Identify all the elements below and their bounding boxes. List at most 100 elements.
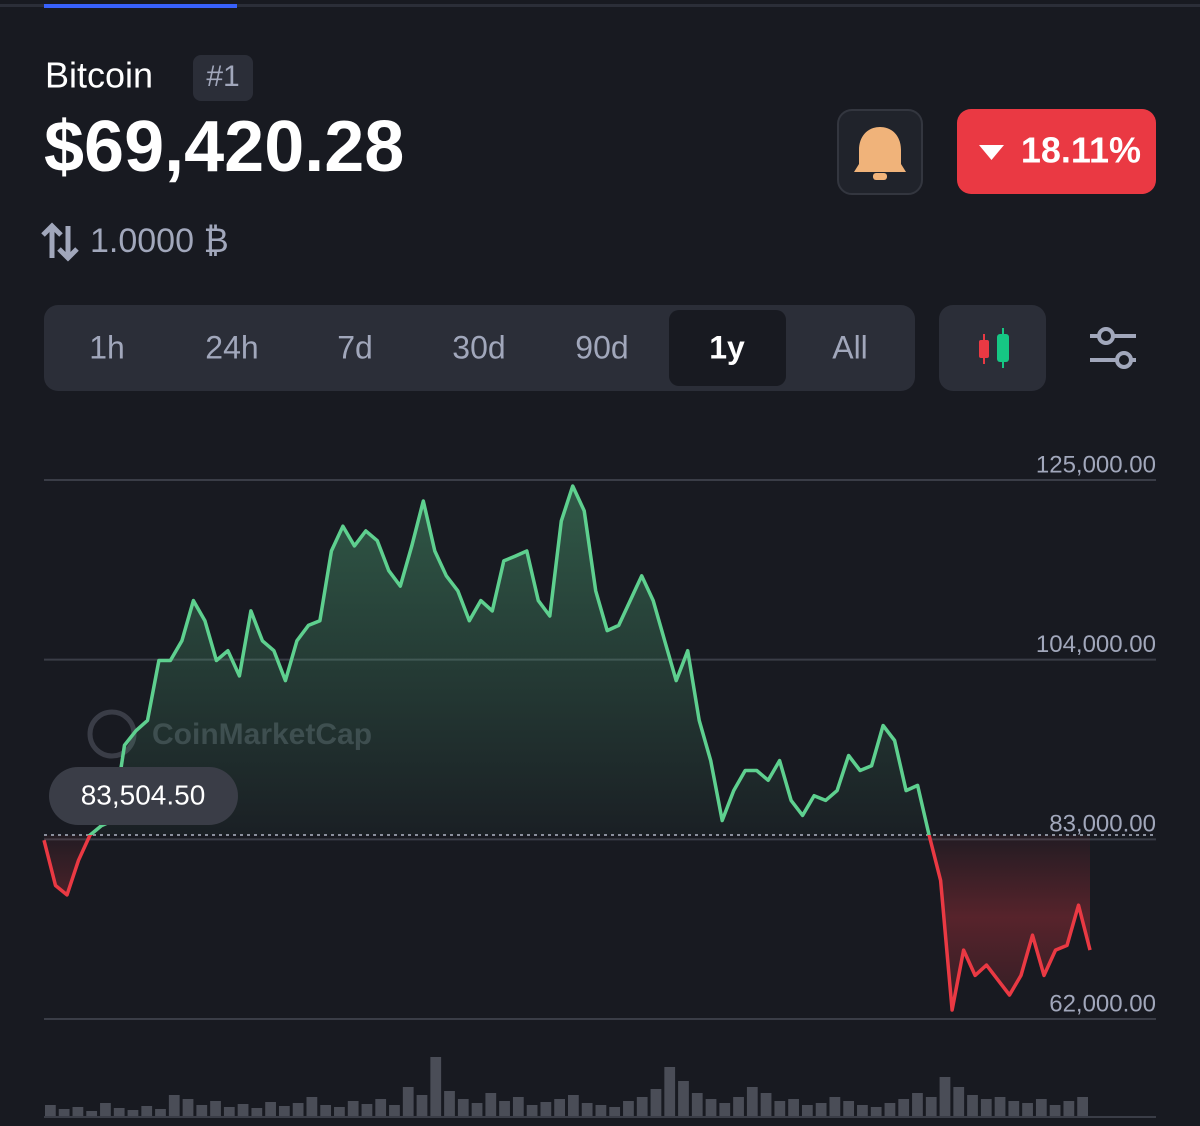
volume-bar: [650, 1089, 662, 1117]
volume-bar: [113, 1108, 125, 1117]
volume-bar: [843, 1101, 855, 1117]
volume-bar: [760, 1093, 772, 1117]
volume-bar: [237, 1104, 249, 1117]
volume-bar: [1049, 1105, 1061, 1117]
volume-bar: [1008, 1101, 1020, 1117]
volume-bar: [86, 1111, 98, 1117]
volume-bar: [595, 1105, 607, 1117]
rank-badge: [193, 55, 253, 101]
volume-bar: [678, 1081, 689, 1117]
price: $69,420.28: [44, 107, 404, 187]
bell-button[interactable]: [837, 109, 923, 195]
volume-bar: [994, 1097, 1006, 1117]
volume-bar: [967, 1095, 978, 1117]
volume-bar: [485, 1093, 497, 1117]
volume-bar: [664, 1067, 676, 1117]
volume-bar: [746, 1087, 758, 1117]
volume-bar: [953, 1087, 965, 1117]
volume-bar: [389, 1105, 400, 1117]
volume-bar: [801, 1105, 813, 1117]
tab[interactable]: 24h: [205, 329, 258, 365]
volume-bar: [939, 1077, 951, 1117]
volume-bar: [58, 1109, 70, 1117]
volume-bar: [857, 1105, 868, 1117]
conversion: 1.0000 ₿: [90, 222, 229, 260]
volume-bar: [829, 1097, 841, 1117]
volume-bar: [278, 1106, 290, 1117]
volume-bar: [623, 1101, 634, 1117]
volume-bar: [788, 1099, 799, 1117]
volume-bar: [774, 1101, 786, 1117]
price-area: [44, 486, 1090, 1010]
volume-bar: [636, 1097, 648, 1117]
volume-bar: [306, 1097, 318, 1117]
volume-bar: [210, 1101, 221, 1117]
price-line: [42, 484, 1092, 1012]
tabs: 1h 24h 7d 30d 90d 1y All: [89, 310, 868, 386]
swap-icon: [41, 222, 79, 262]
volume-bar: [223, 1107, 235, 1117]
volume-bar: [1035, 1099, 1047, 1117]
tab[interactable]: 30d: [452, 329, 505, 365]
volume-bar: [1063, 1101, 1075, 1117]
volume-bar: [292, 1103, 304, 1117]
tab[interactable]: 1h: [89, 329, 125, 365]
tab[interactable]: 1y: [709, 329, 745, 365]
volume-bar: [912, 1093, 923, 1117]
y-tick-label: 125,000.00: [1036, 451, 1156, 478]
tab[interactable]: 90d: [575, 329, 628, 365]
volume-bar: [265, 1102, 276, 1117]
volume-bar: [499, 1101, 510, 1117]
volume-bar: [540, 1102, 552, 1117]
volume-bar: [375, 1099, 387, 1117]
volume-bar: [568, 1095, 579, 1117]
volume-bar: [168, 1095, 180, 1117]
volume-bar: [925, 1097, 937, 1117]
tab[interactable]: 7d: [337, 329, 373, 365]
y-tick-label: 62,000.00: [1049, 990, 1156, 1017]
coin-name: Bitcoin: [45, 55, 153, 96]
baseline-pill: [49, 767, 238, 826]
volume-bar: [1022, 1103, 1033, 1117]
change: 18.11%: [1021, 130, 1141, 171]
volume-bar: [347, 1101, 359, 1117]
volume-bar: [444, 1091, 455, 1117]
settings-icon[interactable]: [1090, 327, 1136, 369]
volume-bar: [1077, 1097, 1088, 1117]
volume-bar: [609, 1107, 621, 1117]
active-tab-bg: [669, 310, 786, 386]
change-pill: [957, 109, 1156, 194]
volume-bar: [733, 1097, 744, 1117]
volume-bar: [526, 1105, 538, 1117]
volume-bar: [155, 1109, 166, 1117]
volume-bar: [719, 1103, 731, 1117]
volume-bar: [402, 1087, 414, 1117]
progress-fill: [44, 4, 237, 8]
baseline-label: 83,504.50: [81, 779, 206, 810]
volume-bar: [361, 1104, 373, 1117]
tab[interactable]: All: [832, 329, 868, 365]
chart-type-button[interactable]: [939, 305, 1046, 391]
volume-bar: [691, 1093, 703, 1117]
volume-bar: [196, 1105, 208, 1117]
y-tick-label: 83,000.00: [1049, 811, 1156, 838]
volume-bar: [471, 1103, 483, 1117]
candle-green: [997, 334, 1009, 362]
volume-bar: [581, 1103, 593, 1117]
volume-bar: [251, 1108, 263, 1117]
y-tick-label: 104,000.00: [1036, 631, 1156, 658]
bell-clapper: [873, 173, 887, 180]
down-triangle: [979, 145, 1004, 160]
progress-track: [0, 4, 1200, 7]
candle-red: [979, 340, 989, 358]
volume-bar: [870, 1107, 882, 1117]
volume-bar: [45, 1105, 56, 1117]
volume-bar: [980, 1099, 992, 1117]
volume-bar: [430, 1057, 442, 1117]
volume-bar: [554, 1099, 565, 1117]
volume-bar: [705, 1099, 717, 1117]
volume-bar: [334, 1107, 345, 1117]
chart: 125,000.00104,000.0083,000.0062,000.00Co…: [42, 451, 1156, 1118]
volume-bar: [320, 1105, 332, 1117]
volume-bar: [457, 1099, 469, 1117]
